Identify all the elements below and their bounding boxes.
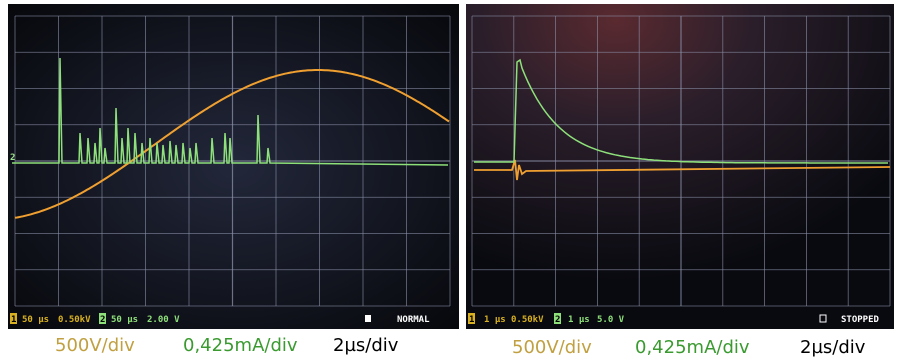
right-screen <box>466 4 894 329</box>
ch1-scale: 0.50kV <box>511 315 544 325</box>
ch2-scale: 5.0 V <box>597 315 625 325</box>
left-current-trace <box>12 57 449 166</box>
channel-marker: 2 <box>10 153 15 163</box>
right-captions: 500V/div 0,425mA/div 2µs/div <box>512 337 866 358</box>
ch1-label: 1 <box>11 315 16 325</box>
left-captions: 500V/div 0,425mA/div 2µs/div <box>55 335 399 356</box>
voltage-scale: 500V/div <box>512 337 592 358</box>
time-scale: 2µs/div <box>800 337 866 358</box>
ch2-time: 50 µs <box>111 315 138 325</box>
left-screen <box>8 4 459 329</box>
right-current-trace <box>474 58 888 164</box>
mode: NORMAL <box>397 315 430 325</box>
ch2-label: 2 <box>555 315 560 325</box>
ch2-label: 2 <box>100 315 105 325</box>
ch1-time: 50 µs <box>22 315 49 325</box>
current-scale: 0,425mA/div <box>183 335 298 356</box>
ch1-label: 1 <box>469 315 474 325</box>
ch2-badge <box>554 313 561 324</box>
ch1-scale: 0.50kV <box>58 315 91 325</box>
left-voltage-trace <box>14 69 450 219</box>
ch1-badge <box>10 313 17 324</box>
ch2-time: 1 µs <box>568 315 590 325</box>
right-voltage-trace <box>474 159 891 181</box>
time-scale: 2µs/div <box>333 335 399 356</box>
ch1-time: 1 µs <box>484 315 506 325</box>
mode-icon <box>819 314 827 323</box>
left-status-bar: 1 50 µs 0.50kV 2 50 µs 2.00 V NORMAL <box>10 313 430 325</box>
ch1-badge <box>468 313 475 324</box>
mode-icon <box>365 315 371 322</box>
right-graticule <box>471 15 891 307</box>
mode: STOPPED <box>841 315 880 325</box>
voltage-scale: 500V/div <box>55 335 135 356</box>
left-graticule <box>14 15 451 307</box>
current-scale: 0,425mA/div <box>635 337 750 358</box>
ch2-badge <box>99 313 106 324</box>
ch2-scale: 2.00 V <box>147 315 180 325</box>
right-status-bar: 1 1 µs 0.50kV 2 1 µs 5.0 V STOPPED <box>468 313 880 325</box>
